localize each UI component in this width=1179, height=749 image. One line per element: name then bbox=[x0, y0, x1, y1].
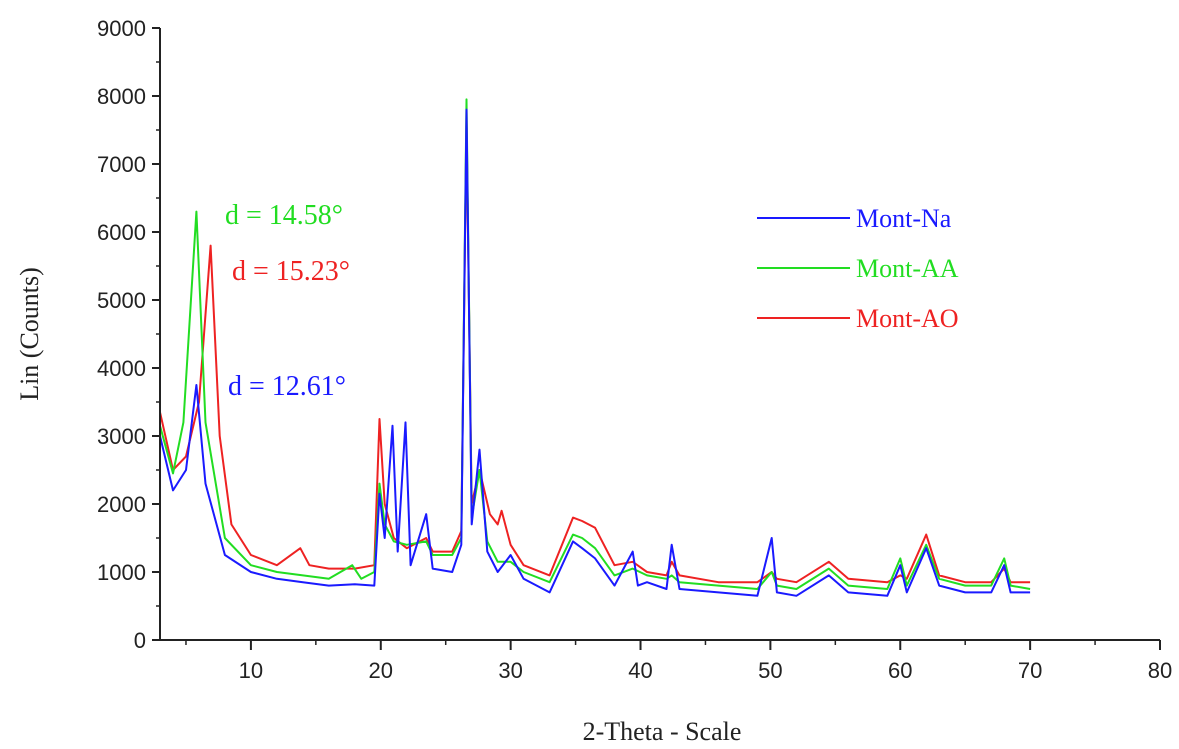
x-tick-label: 10 bbox=[239, 658, 263, 683]
y-tick-label: 7000 bbox=[97, 152, 146, 177]
y-tick-label: 1000 bbox=[97, 560, 146, 585]
legend: Mont-Na Mont-AA Mont-AO bbox=[757, 204, 959, 333]
y-tick-label: 2000 bbox=[97, 492, 146, 517]
legend-label: Mont-AO bbox=[856, 304, 959, 333]
y-tick-label: 3000 bbox=[97, 424, 146, 449]
y-tick-label: 0 bbox=[134, 628, 146, 653]
series-line-mont-aa bbox=[159, 98, 1031, 590]
y-axis-title: Lin (Counts) bbox=[15, 267, 44, 401]
series-layer bbox=[159, 98, 1031, 597]
x-tick-label: 40 bbox=[628, 658, 652, 683]
legend-label: Mont-AA bbox=[856, 254, 959, 283]
x-axis-title: 2-Theta - Scale bbox=[583, 717, 742, 746]
peak-annotations: d = 14.58° d = 15.23° d = 12.61° bbox=[225, 200, 350, 402]
x-tick-label: 20 bbox=[369, 658, 393, 683]
series-line-mont-ao bbox=[159, 122, 1031, 584]
x-tick-label: 80 bbox=[1148, 658, 1172, 683]
y-tick-label: 5000 bbox=[97, 288, 146, 313]
y-tick-label: 4000 bbox=[97, 356, 146, 381]
peak-annotation: d = 14.58° bbox=[225, 200, 343, 231]
legend-label: Mont-Na bbox=[856, 204, 952, 233]
x-tick-label: 60 bbox=[888, 658, 912, 683]
peak-annotation: d = 12.61° bbox=[228, 371, 346, 402]
y-tick-label: 8000 bbox=[97, 84, 146, 109]
y-tick-label: 6000 bbox=[97, 220, 146, 245]
peak-annotation: d = 15.23° bbox=[232, 256, 350, 287]
x-tick-label: 50 bbox=[758, 658, 782, 683]
y-tick-label: 9000 bbox=[97, 16, 146, 41]
series-line-mont-na bbox=[159, 108, 1031, 597]
ticks-layer: 0 1000 2000 3000 4000 5000 6000 7000 8000 9000 10 2… bbox=[97, 16, 1172, 683]
x-tick-label: 30 bbox=[498, 658, 522, 683]
x-tick-label: 70 bbox=[1018, 658, 1042, 683]
